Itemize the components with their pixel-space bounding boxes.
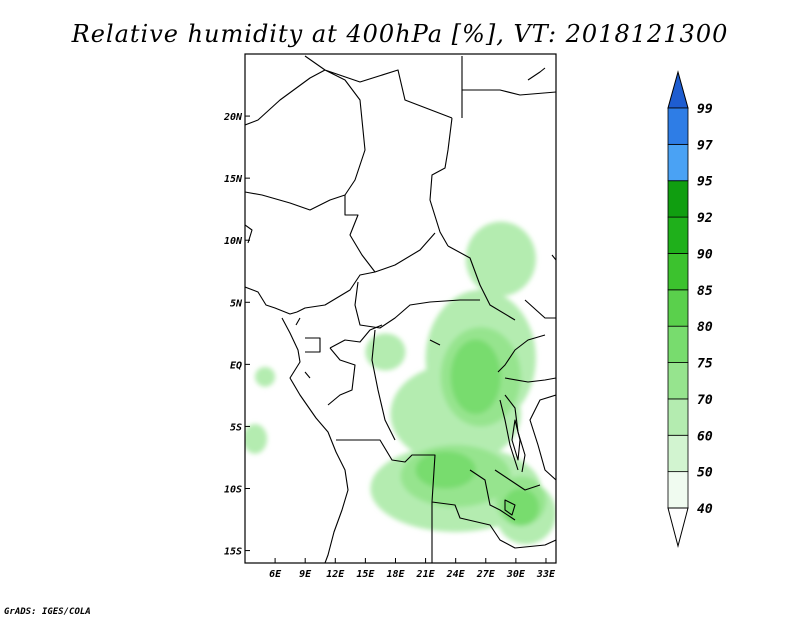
lon-tick-label: 12E [326, 569, 345, 580]
colorbar-bin [667, 289, 689, 327]
lon-tick-label: 24E [446, 569, 466, 580]
humidity-patch-6 [245, 423, 268, 454]
colorbar-labels: 40 50 60 70 75 80 85 90 92 95 97 99 [697, 102, 713, 517]
colorbar-bin [667, 107, 689, 145]
colorbar-label: 97 [697, 138, 713, 153]
lat-tick-label: 5S [230, 422, 242, 433]
country-borders [245, 55, 556, 563]
colorbar-bin [667, 434, 689, 473]
colorbar-bin [667, 398, 689, 436]
lon-tick-label: 9E [299, 569, 312, 580]
humidity-field [245, 221, 556, 545]
west-coastline [245, 69, 349, 563]
colorbar-label: 92 [697, 211, 713, 226]
map-frame [244, 53, 557, 564]
sahel-borders [304, 55, 463, 273]
humidity-patch-0 [465, 221, 536, 297]
lake-outlines [295, 317, 521, 516]
grads-credit: GrADS: IGES/COLA [4, 607, 91, 617]
colorbar-bin [667, 325, 689, 363]
colorbar-label: 50 [697, 466, 713, 481]
colorbar-bin [667, 471, 689, 509]
colorbar-label: 95 [697, 175, 713, 190]
lat-tick-label: EQ [230, 360, 242, 371]
colorbar-bin [667, 253, 689, 291]
colorbar-label: 70 [697, 393, 713, 408]
lon-tick-label: 6E [269, 569, 282, 580]
colorbar-min-arrow [667, 507, 689, 548]
colorbar-label: 75 [697, 357, 713, 372]
lon-tick-label: 33E [536, 569, 556, 580]
humidity-patch-7 [255, 366, 276, 387]
lon-tick-label: 15E [356, 569, 375, 580]
lon-tick-label: 30E [506, 569, 526, 580]
colorbar-bin [667, 180, 689, 218]
lat-tick-label: 15N [224, 174, 243, 185]
lon-tick-label: 21E [416, 569, 436, 580]
humidity-patch-11 [450, 339, 501, 415]
map-panel: 6E 9E 12E 15E 18E 21E 24E 27E 30E 33E 20N 15N 10N 5N… [223, 53, 557, 580]
colorbar-label: 85 [697, 284, 713, 299]
lon-tick-label: 18E [386, 569, 405, 580]
lat-tick-label: 10S [224, 485, 242, 496]
lat-tick-label: 5N [230, 298, 243, 309]
longitude-axis: 6E 9E 12E 15E 18E 21E 24E 27E 30E 33E [269, 558, 556, 580]
colorbar-label: 60 [697, 429, 713, 444]
lat-tick-label: 20N [223, 112, 243, 123]
humidity-patch-13 [415, 451, 476, 489]
northeast-borders [462, 67, 556, 261]
colorbar: 40 50 60 70 75 80 85 90 92 95 97 99 [667, 70, 713, 548]
latitude-axis: 20N 15N 10N 5N EQ 5S 10S 15S [223, 112, 250, 558]
lat-tick-label: 10N [224, 236, 243, 247]
colorbar-label: 90 [697, 247, 713, 262]
lon-tick-label: 27E [476, 569, 496, 580]
chart-title: Relative humidity at 400hPa [%], VT: 201… [71, 20, 729, 48]
colorbar-bins [667, 107, 689, 509]
humidity-patch-5 [365, 333, 406, 371]
southern-borders [336, 439, 556, 563]
lat-tick-label: 15S [224, 547, 242, 558]
colorbar-bin [667, 216, 689, 254]
colorbar-label: 40 [697, 502, 713, 517]
colorbar-bin [667, 143, 689, 182]
colorbar-label: 80 [697, 320, 713, 335]
colorbar-label: 99 [697, 102, 713, 117]
colorbar-bin [667, 362, 689, 400]
humidity-patch-12 [502, 488, 539, 526]
colorbar-max-arrow [667, 70, 689, 109]
central-borders [296, 245, 516, 441]
